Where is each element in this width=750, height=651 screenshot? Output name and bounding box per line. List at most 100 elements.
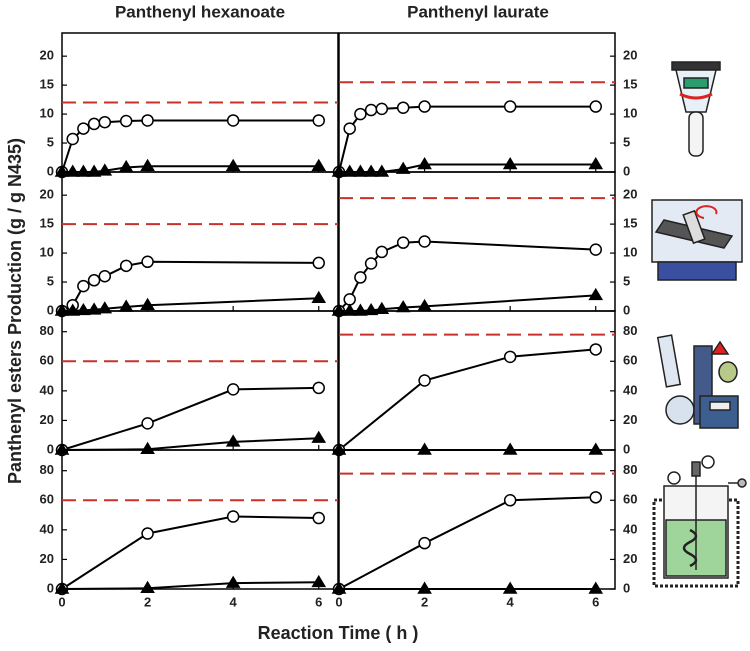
y-tick-label: 5: [47, 273, 54, 288]
y-tick-label: 80: [623, 323, 637, 338]
triangle-marker: [65, 303, 81, 316]
circle-marker: [354, 271, 367, 284]
x-tick-label: 0: [335, 594, 342, 609]
y-tick-label: 60: [40, 492, 54, 507]
column-title: Panthenyl laurate: [407, 2, 549, 21]
circle-marker: [418, 235, 431, 248]
circle-marker: [141, 527, 154, 540]
triangle-marker: [588, 442, 604, 455]
circle-marker: [312, 511, 325, 525]
y-tick-label: 20: [623, 551, 637, 566]
x-tick-label: 2: [144, 594, 151, 609]
circle-marker: [66, 132, 79, 146]
circle-marker: [119, 259, 133, 273]
triangle-marker: [353, 303, 368, 316]
triangle-marker: [588, 157, 604, 170]
circle-marker: [418, 374, 431, 387]
triangle-marker: [54, 581, 70, 594]
y-tick-label: 15: [40, 77, 54, 92]
y-tick-label: 20: [40, 48, 54, 63]
series-line: [61, 515, 319, 590]
series-line: [61, 581, 319, 590]
triangle-marker: [588, 287, 604, 301]
circle-marker: [589, 243, 602, 256]
series-line: [61, 119, 319, 173]
circle-marker: [312, 256, 325, 270]
circle-marker: [364, 103, 378, 117]
y-tick-label: 40: [40, 521, 54, 536]
triangle-marker: [417, 581, 432, 594]
triangle-marker: [363, 302, 379, 316]
circle-marker: [589, 100, 602, 113]
triangle-marker: [588, 581, 604, 594]
y-tick-label: 80: [40, 323, 54, 338]
circle-marker: [312, 381, 325, 395]
circle-marker: [87, 117, 101, 131]
circle-marker: [87, 274, 101, 287]
y-tick-label: 15: [623, 77, 637, 92]
y-tick-label: 5: [47, 134, 54, 149]
triangle-marker: [502, 581, 518, 594]
circle-marker: [354, 107, 367, 121]
y-tick-label: 0: [623, 580, 630, 595]
panel-frame: [61, 310, 339, 451]
y-tick-label: 10: [623, 106, 637, 121]
series-line: [338, 105, 596, 173]
icon-shaker: [651, 199, 743, 281]
triangle-marker: [374, 164, 390, 177]
y-tick-label: 60: [623, 353, 637, 368]
x-tick-label: 0: [58, 594, 65, 609]
x-tick-label: 6: [592, 594, 599, 609]
y-tick-label: 60: [623, 492, 637, 507]
panel-frame: [61, 449, 339, 590]
circle-marker: [119, 114, 133, 128]
triangle-marker: [311, 430, 327, 443]
circle-marker: [375, 245, 389, 259]
y-tick-label: 40: [623, 382, 637, 397]
triangle-marker: [65, 164, 81, 177]
y-tick-label: 20: [40, 412, 54, 427]
triangle-marker: [342, 303, 358, 316]
circle-marker: [396, 236, 410, 249]
series-line: [338, 496, 596, 590]
triangle-marker: [311, 290, 327, 304]
circle-marker: [343, 293, 356, 306]
triangle-marker: [311, 574, 327, 588]
triangle-marker: [363, 164, 379, 177]
x-tick-label: 4: [230, 594, 238, 609]
y-tick-label: 20: [623, 48, 637, 63]
series-line: [338, 348, 596, 451]
y-tick-label: 40: [623, 521, 637, 536]
y-tick-label: 20: [40, 551, 54, 566]
y-tick-label: 15: [623, 216, 637, 231]
x-tick-label: 2: [421, 594, 428, 609]
circle-marker: [364, 257, 378, 270]
y-tick-label: 0: [623, 441, 630, 456]
y-tick-label: 80: [40, 462, 54, 477]
triangle-marker: [140, 158, 155, 171]
x-tick-label: 6: [315, 594, 322, 609]
panel-frame: [338, 171, 616, 312]
circle-marker: [418, 536, 431, 550]
series-line: [339, 163, 596, 173]
circle-marker: [141, 255, 154, 269]
triangle-marker: [225, 575, 241, 588]
panel-frame: [338, 310, 616, 451]
triangle-marker: [353, 164, 368, 177]
y-tick-label: 10: [40, 245, 54, 260]
circle-marker: [312, 114, 325, 127]
y-axis-title: Panthenyl esters Production (g / g N435): [5, 138, 25, 484]
y-tick-label: 10: [40, 106, 54, 121]
circle-marker: [503, 494, 517, 507]
circle-marker: [396, 101, 410, 114]
icon-stirred-reactor: [652, 455, 747, 588]
column-title: Panthenyl hexanoate: [115, 2, 285, 21]
y-tick-label: 5: [623, 134, 630, 149]
y-tick-label: 0: [47, 441, 54, 456]
circle-marker: [503, 350, 517, 364]
triangle-marker: [76, 302, 91, 316]
panel-frame: [338, 32, 616, 173]
circle-marker: [77, 122, 90, 135]
series-line: [61, 386, 319, 451]
y-tick-label: 80: [623, 462, 637, 477]
